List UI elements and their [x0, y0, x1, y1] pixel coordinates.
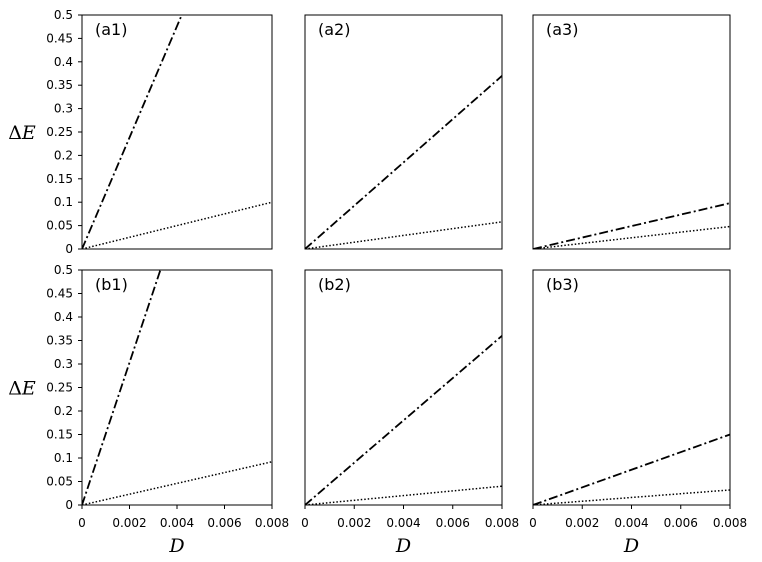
y-tick-label: 0.4	[54, 310, 73, 324]
y-tick-label: 0	[65, 242, 73, 256]
y-tick-label: 0.3	[54, 102, 73, 116]
y-tick-label: 0.45	[46, 287, 73, 301]
y-tick-label: 0.2	[54, 148, 73, 162]
y-axis-title: ΔE	[8, 378, 36, 400]
x-tick-label: 0.002	[337, 516, 371, 530]
panel-b1: (b1) 0 0.05 0.1 0.15 0.2 0.25 0.3 0.35 0.4 0.45 0.5…	[8, 263, 289, 557]
panel-label: (a2)	[318, 20, 350, 39]
series-line-dash-dot	[533, 433, 730, 505]
x-axis-title: D	[623, 535, 639, 557]
panel-label: (b1)	[95, 275, 128, 294]
x-tick-label: 0.008	[485, 516, 519, 530]
plot-frame	[532, 14, 731, 250]
series-line-dash-dot	[82, 15, 183, 249]
y-tick-label: 0.2	[54, 404, 73, 418]
y-tick-label: 0.1	[54, 195, 73, 209]
y-tick-label: 0.25	[46, 381, 73, 395]
x-axis-title: D	[168, 535, 184, 557]
y-tick-label: 0.45	[46, 31, 73, 45]
x-tick-label: 0.002	[565, 516, 599, 530]
series-line-dash-dot	[305, 75, 502, 249]
series-line-dotted	[533, 489, 730, 505]
panel-b3: (b3) 0 0.002 0.004 0.006 0.008 D	[529, 269, 747, 557]
plot-frame	[81, 14, 273, 250]
y-tick-label: 0.5	[54, 8, 73, 22]
y-tick-label: 0.3	[54, 357, 73, 371]
panel-a3: (a3)	[532, 14, 731, 250]
series-line-dotted	[82, 201, 272, 249]
y-tick-label: 0.15	[46, 172, 73, 186]
panel-a1: (a1) 0 0.05 0.1 0.15 0.2 0.25 0.3 0.35 0.4 0.45 0.5…	[8, 8, 273, 256]
y-tick-label: 0.5	[54, 263, 73, 277]
y-axis-title: ΔE	[8, 122, 36, 144]
series-line-dash-dot	[533, 202, 730, 249]
panel-label: (b2)	[318, 275, 351, 294]
panel-b2: (b2) 0 0.002 0.004 0.006 0.008 D	[301, 269, 519, 557]
y-tick-label: 0.25	[46, 125, 73, 139]
y-tick-label: 0	[65, 498, 73, 512]
x-tick-label: 0.006	[664, 516, 698, 530]
plot-frame	[81, 269, 273, 506]
y-tick-label: 0.1	[54, 451, 73, 465]
y-tick-label: 0.4	[54, 55, 73, 69]
series-line-dotted	[82, 461, 272, 505]
y-tick-label: 0.35	[46, 334, 73, 348]
panel-label: (a3)	[546, 20, 578, 39]
series-line-dash-dot	[305, 335, 502, 505]
series-line-dotted	[305, 221, 502, 249]
series-line-dash-dot	[82, 270, 162, 505]
panel-a2: (a2)	[304, 14, 503, 250]
y-tick-label: 0.05	[46, 219, 73, 233]
series-line-dotted	[533, 225, 730, 249]
x-tick-label: 0.002	[112, 516, 146, 530]
x-tick-label: 0.006	[436, 516, 470, 530]
y-tick-label: 0.35	[46, 78, 73, 92]
x-tick-label: 0.004	[160, 516, 194, 530]
x-tick-label: 0.008	[713, 516, 747, 530]
plot-frame	[304, 269, 503, 506]
y-tick-label: 0.05	[46, 475, 73, 489]
x-tick-label: 0.008	[255, 516, 289, 530]
series-line-dotted	[305, 485, 502, 505]
x-tick-label: 0	[301, 516, 309, 530]
panel-label: (a1)	[95, 20, 127, 39]
x-tick-label: 0	[529, 516, 537, 530]
plot-frame	[304, 14, 503, 250]
x-tick-label: 0.006	[207, 516, 241, 530]
x-tick-label: 0	[78, 516, 86, 530]
x-tick-label: 0.004	[614, 516, 648, 530]
x-tick-label: 0.004	[386, 516, 420, 530]
panel-label: (b3)	[546, 275, 579, 294]
x-axis-title: D	[395, 535, 411, 557]
y-tick-label: 0.15	[46, 428, 73, 442]
